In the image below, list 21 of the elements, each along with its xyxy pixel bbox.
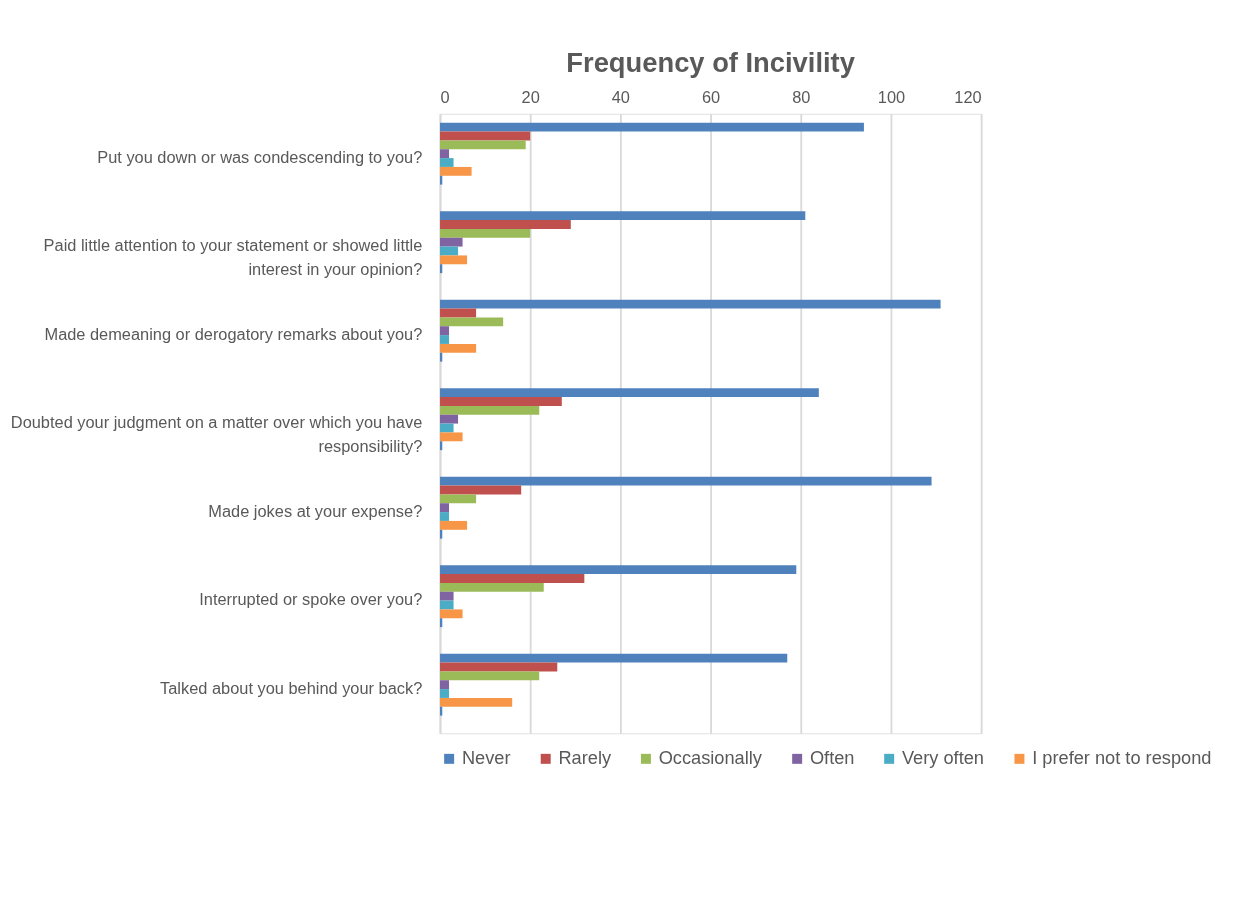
y-tick-label: Doubted your judgment on a matter over which you have responsibility? [10,413,423,455]
x-tick-label: 60 [701,88,721,107]
legend-label: Occasionally [658,748,763,769]
y-tick-label: Made jokes at your expense? [208,501,423,520]
legend-label: Very often [901,748,984,769]
legend-label: I prefer not to respond [1032,748,1212,769]
x-tick-label: 100 [877,88,906,107]
legend-label: Never [461,748,511,769]
x-tick-label: 20 [521,88,540,107]
x-tick-label: 80 [792,88,811,107]
y-tick-label: Paid little attention to your statement or showed little interest in your opinion? [43,236,423,278]
legend-label: Often [809,748,855,769]
chart-title: Frequency of Incivility [566,46,856,78]
y-tick-label: Made demeaning or derogatory remarks about you? [44,324,423,343]
x-tick-label: 0 [440,88,450,107]
y-tick-label: Put you down or was condescending to you? [97,147,423,166]
y-tick-label: Interrupted or spoke over you? [199,590,423,609]
legend-label: Rarely [558,748,612,769]
x-tick-label: 40 [611,88,630,107]
x-tick-label: 120 [954,88,982,107]
y-tick-label: Talked about you behind your back? [160,678,423,697]
